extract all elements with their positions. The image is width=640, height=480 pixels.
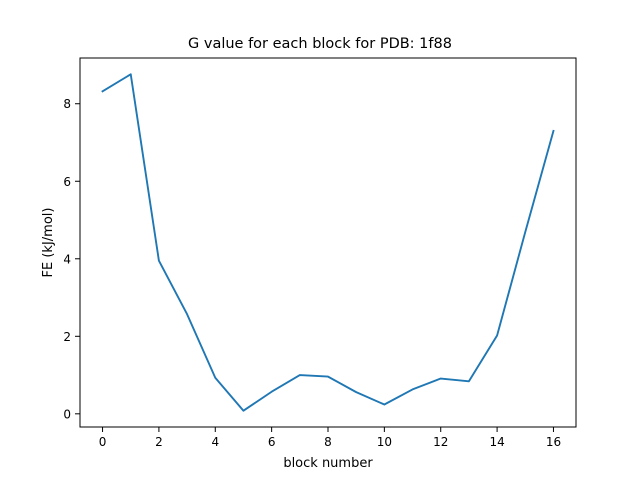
plot-area-frame — [79, 57, 577, 428]
y-tick-label: 6 — [63, 175, 71, 189]
x-tick-label: 2 — [155, 435, 163, 449]
x-tick-label: 6 — [268, 435, 276, 449]
x-tick-label: 0 — [99, 435, 107, 449]
series-line — [101, 73, 555, 412]
series-group — [101, 73, 555, 412]
x-tick-label: 12 — [433, 435, 448, 449]
y-tick-label: 2 — [63, 330, 71, 344]
x-tick-label: 14 — [489, 435, 504, 449]
y-axis-label: FE (kJ/mol) — [41, 208, 56, 278]
axis-ticks: 0 2 4 6 8 10 12 14 16 0 2 4 6 8 — [63, 97, 561, 449]
x-tick-label: 8 — [324, 435, 332, 449]
x-tick-label: 4 — [211, 435, 219, 449]
y-tick-label: 0 — [63, 407, 71, 421]
y-tick-label: 8 — [63, 97, 71, 111]
y-tick-label: 4 — [63, 252, 71, 266]
chart-title: G value for each block for PDB: 1f88 — [188, 36, 452, 52]
x-axis-label: block number — [283, 456, 373, 471]
x-tick-label: 16 — [546, 435, 561, 449]
x-tick-label: 10 — [377, 435, 392, 449]
